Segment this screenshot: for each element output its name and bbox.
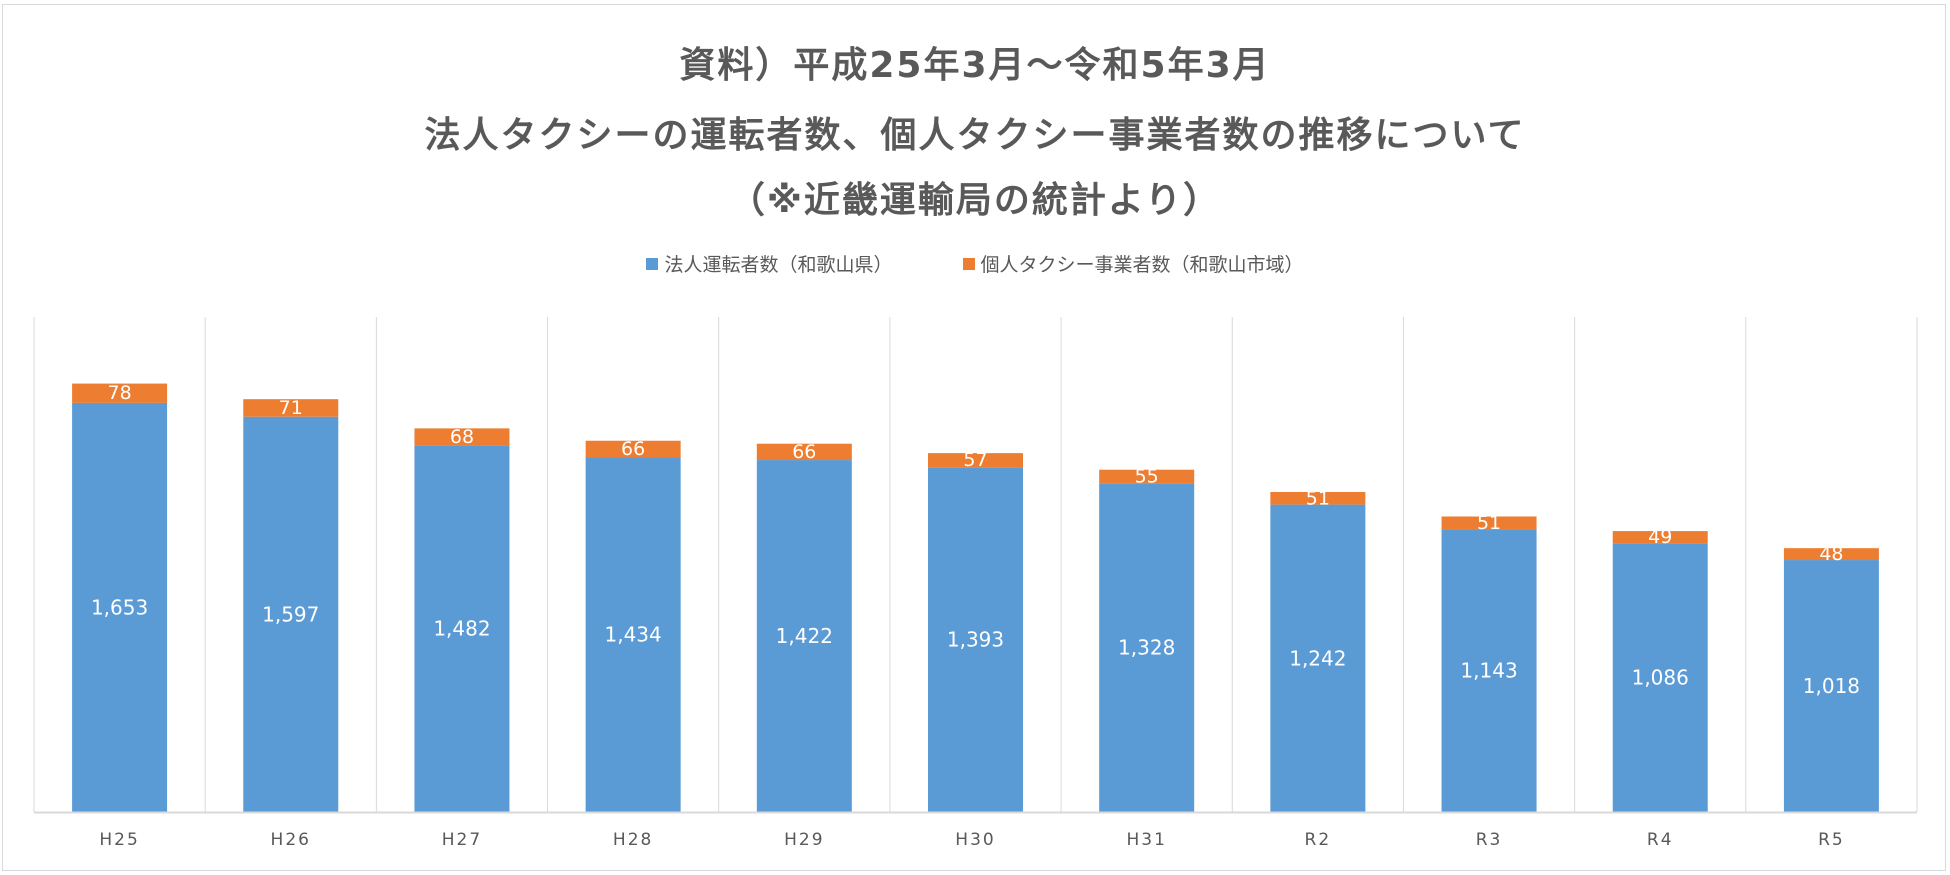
bar-corporate <box>756 460 852 812</box>
data-label-corporate: 1,086 <box>1632 666 1689 690</box>
bar-corporate <box>1099 483 1195 812</box>
bar-corporate <box>1783 560 1879 812</box>
data-label-individual: 51 <box>1477 512 1501 534</box>
bar-corporate <box>585 457 681 812</box>
chart-title-line-2: 法人タクシーの運転者数、個人タクシー事業者数の推移について <box>424 115 1526 156</box>
data-label-corporate: 1,018 <box>1803 674 1860 698</box>
legend-item-individual: 個人タクシー事業者数（和歌山市域） <box>962 250 1304 277</box>
legend: 法人運転者数（和歌山県） 個人タクシー事業者数（和歌山市域） <box>0 250 1950 277</box>
x-tick-label: H31 <box>1126 830 1166 850</box>
x-tick-label: R2 <box>1305 830 1332 850</box>
bar-individual <box>1441 516 1537 530</box>
bar-corporate <box>928 467 1023 812</box>
data-label-corporate: 1,242 <box>1289 646 1346 670</box>
data-label-corporate: 1,393 <box>947 628 1004 652</box>
data-label-corporate: 1,482 <box>433 617 490 641</box>
bar-individual <box>1612 531 1708 544</box>
chart-frame <box>2 4 1946 871</box>
bar-corporate <box>1441 529 1537 812</box>
bar-individual <box>1783 548 1879 561</box>
x-tick-label: H25 <box>99 830 139 850</box>
x-tick-label: H28 <box>613 830 653 850</box>
legend-swatch-corporate <box>646 257 659 270</box>
chart-title-line-1: 資料）平成25年3月～令和5年3月 <box>679 45 1271 86</box>
bar-individual <box>243 399 339 417</box>
data-label-corporate: 1,328 <box>1118 636 1175 660</box>
bar-individual <box>928 453 1023 468</box>
data-label-individual: 71 <box>279 397 303 419</box>
chart-title-line-3: （※近畿運輸局の統計より） <box>728 180 1222 221</box>
bar-corporate <box>1270 504 1366 812</box>
legend-label-individual: 個人タクシー事業者数（和歌山市域） <box>980 254 1304 276</box>
data-label-individual: 66 <box>621 438 645 460</box>
data-label-individual: 68 <box>450 426 474 448</box>
x-tick-label: R4 <box>1647 830 1674 850</box>
legend-item-corporate: 法人運転者数（和歌山県） <box>646 250 893 277</box>
data-label-corporate: 1,597 <box>262 602 319 626</box>
bar-individual <box>756 443 852 461</box>
bar-corporate <box>414 445 510 812</box>
x-tick-label: H26 <box>271 830 311 850</box>
data-label-corporate: 1,434 <box>605 623 662 647</box>
data-label-individual: 55 <box>1135 466 1159 488</box>
x-tick-label: H30 <box>955 830 995 850</box>
bar-individual <box>1099 469 1195 484</box>
data-label-individual: 66 <box>792 441 816 463</box>
bar-corporate <box>243 416 339 812</box>
bar-individual <box>1270 491 1366 505</box>
x-tick-label: R3 <box>1476 830 1503 850</box>
data-label-corporate: 1,422 <box>776 624 833 648</box>
data-label-individual: 48 <box>1819 543 1843 565</box>
data-label-individual: 78 <box>107 382 131 404</box>
bar-individual <box>585 440 681 458</box>
x-tick-label: H27 <box>442 830 482 850</box>
legend-swatch-individual <box>962 257 975 270</box>
bar-individual <box>72 383 168 403</box>
data-label-corporate: 1,143 <box>1460 659 1517 683</box>
bar-corporate <box>1612 543 1708 812</box>
x-tick-label: R5 <box>1818 830 1845 850</box>
data-label-individual: 57 <box>963 449 987 471</box>
data-label-individual: 49 <box>1648 526 1672 548</box>
data-label-individual: 51 <box>1306 487 1330 509</box>
bar-corporate <box>72 402 168 812</box>
bar-individual <box>414 428 510 446</box>
data-label-corporate: 1,653 <box>91 595 148 619</box>
x-tick-label: H29 <box>784 830 824 850</box>
legend-label-corporate: 法人運転者数（和歌山県） <box>664 254 893 276</box>
